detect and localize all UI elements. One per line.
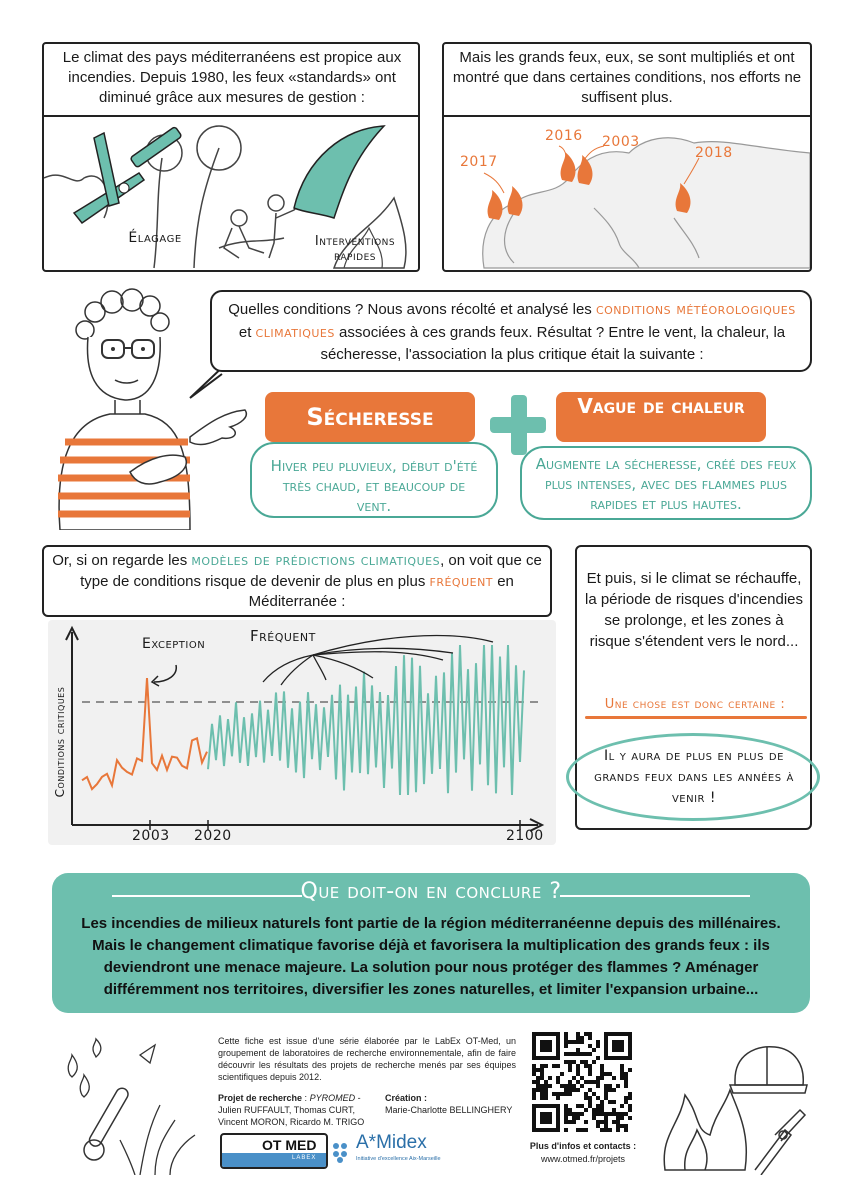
x-axis-arrow — [529, 818, 545, 832]
speech-highlight-climat: climatiques — [255, 323, 335, 341]
otmed-logo-text: OT MED — [262, 1137, 317, 1153]
models-highlight-models: modèles de prédictions climatiques — [191, 551, 441, 569]
vague-title: Vague de chaleur — [556, 392, 766, 442]
past-series-line — [81, 677, 208, 791]
footer-project: Projet de recherche : PYROMED - Julien R… — [218, 1093, 365, 1127]
models-caption: Or, si on regarde les modèles de prédict… — [50, 550, 544, 612]
panel2-caption: Mais les grands feux, eux, se sont multi… — [452, 49, 802, 106]
footer-creation-name: Marie-Charlotte BELLINGHERY — [385, 1105, 513, 1115]
fire-icon — [663, 1087, 748, 1171]
y-axis-arrow — [65, 625, 79, 641]
models-part1: Or, si on regarde les — [52, 552, 192, 569]
amidex-logo-sub: Initiative d'excellence Aix-Marseille — [356, 1156, 441, 1162]
secheresse-title: Sécheresse — [265, 392, 475, 442]
right-panel-text: Et puis, si le climat se réchauffe, la p… — [585, 570, 804, 650]
conclusion-text: Les incendies de milieux naturels font p… — [81, 915, 781, 998]
plus-icon — [490, 395, 546, 455]
otmed-logo-sea — [222, 1153, 326, 1167]
flame-icon — [487, 152, 691, 220]
secheresse-desc: Hiver peu pluvieux, début d'été très cha… — [250, 442, 498, 518]
amidex-logo-text: A*Midex — [356, 1132, 427, 1153]
right-panel-certain: Une chose est donc certaine : — [604, 697, 786, 712]
certain-underline — [585, 716, 807, 719]
footer-more-info: Plus d'infos et contacts : — [529, 1141, 637, 1151]
speech-highlight-meteo: conditions météorologiques — [595, 300, 796, 318]
speech-part2: et — [238, 324, 256, 341]
footer-intro: Cette fiche est issue d'une série élabor… — [218, 1036, 516, 1082]
shears-icon — [72, 126, 182, 225]
thermometer-icon — [83, 1087, 129, 1161]
speech-part3: associées à ces grands feux. Résultat ? … — [320, 324, 786, 363]
year-2017: 2017 — [460, 154, 498, 170]
fire-icon — [293, 125, 407, 269]
otmed-logo[interactable]: OT MED LABEX — [220, 1133, 328, 1169]
label-interventions: Interventions rapides — [314, 234, 396, 264]
hair-icon — [75, 288, 170, 340]
x-tick-label-2100: 2100 — [506, 828, 544, 844]
firefighter-icon — [218, 194, 307, 259]
conclusion-ellipse — [566, 733, 820, 821]
helmet-icon — [728, 1046, 808, 1094]
year-2003: 2003 — [602, 134, 640, 150]
models-highlight-frequent: fréquent — [429, 572, 494, 590]
panel2-divider — [442, 115, 812, 117]
future-series-line — [207, 644, 525, 796]
right-panel-conclusion: Il y aura de plus en plus de grands feux… — [594, 748, 794, 806]
footer-right-illustration — [663, 1046, 808, 1175]
glasses-icon — [101, 339, 155, 359]
chart-annotation-frequent: Fréquent — [250, 627, 316, 645]
footer-creation: Création : Marie-Charlotte BELLINGHERY — [385, 1092, 535, 1116]
x-tick-label-2003: 2003 — [132, 828, 170, 844]
year-2016: 2016 — [545, 128, 583, 144]
speech-text: Quelles conditions ? Nous avons récolté … — [222, 298, 802, 366]
amidex-logo[interactable]: A*Midex Initiative d'excellence Aix-Mars… — [330, 1130, 450, 1170]
conclusion-banner: Que doit-on en conclure ? Les incendies … — [52, 873, 810, 1013]
models-part3: en Méditerranée : — [248, 573, 514, 610]
otmed-logo-sub: LABEX — [292, 1155, 317, 1161]
panel1-divider — [42, 115, 420, 117]
footer-authors: Julien RUFFAULT, Thomas CURT, Vincent MO… — [218, 1105, 365, 1127]
conclusion-title: Que doit-on en conclure ? — [300, 879, 562, 904]
scientist-illustration — [58, 288, 247, 530]
footer-url[interactable]: www.otmed.fr/projets — [540, 1154, 626, 1164]
year-2018: 2018 — [695, 145, 733, 161]
x-tick-label-2020: 2020 — [194, 828, 232, 844]
striped-shirt-icon — [58, 413, 191, 530]
frequent-arrows — [262, 634, 494, 686]
amidex-dots-icon — [333, 1143, 347, 1163]
hand-icon — [129, 409, 247, 485]
panel1-illustration — [44, 125, 407, 269]
raindrop-icon — [67, 1037, 157, 1098]
conclusion-rule-left — [112, 895, 302, 897]
footer-left-illustration — [67, 1037, 196, 1175]
vague-desc: Augmente la sécheresse, créé des feux pl… — [520, 446, 812, 520]
footer-project-name: PYROMED — [309, 1093, 356, 1103]
footer-creation-label: Création : — [385, 1093, 428, 1103]
exception-arrow — [153, 664, 177, 683]
models-caption-box — [42, 545, 552, 617]
europe-map — [482, 137, 810, 269]
panel1-caption: Le climat des pays méditerranéens est pr… — [62, 49, 402, 106]
qr-code-icon[interactable] — [532, 1032, 632, 1132]
models-part2: , on voit que ce type de conditions risq… — [80, 552, 542, 590]
speech-bubble — [210, 290, 812, 372]
conclusion-rule-right — [560, 895, 750, 897]
chart-ylabel: Conditions critiques — [53, 686, 67, 798]
chart-annotation-exception: Exception — [142, 636, 206, 652]
label-elagage: Élagage — [128, 230, 182, 246]
dry-grass-icon — [119, 1104, 196, 1175]
shears-icon — [754, 1108, 807, 1175]
footer-project-label: Projet de recherche — [218, 1093, 303, 1103]
speech-part1: Quelles conditions ? Nous avons récolté … — [228, 301, 596, 318]
critical-conditions-chart — [65, 625, 545, 832]
